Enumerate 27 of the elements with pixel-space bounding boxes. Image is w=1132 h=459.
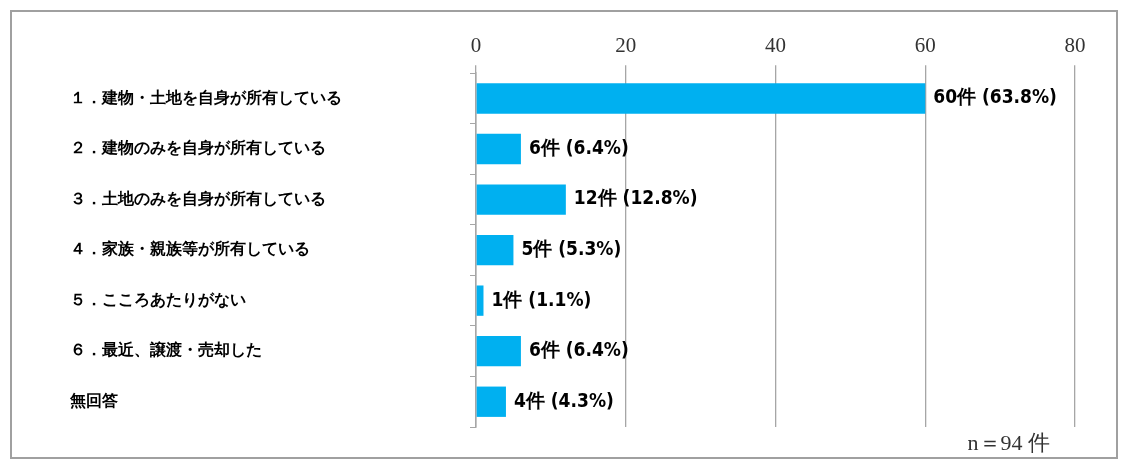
data-label: 5件 (5.3%) xyxy=(521,237,622,260)
bar xyxy=(476,133,521,165)
bar xyxy=(476,386,506,417)
data-label: 12件 (12.8%) xyxy=(573,186,698,209)
data-label: 6件 (6.4%) xyxy=(528,135,629,158)
x-tick-label: 20 xyxy=(615,33,637,58)
bar xyxy=(476,336,521,367)
x-tick-label: 60 xyxy=(914,33,936,58)
bar xyxy=(476,83,926,114)
text: n＝94 件 xyxy=(967,429,1050,457)
y-tick-label: １．建物・土地を自身が所有している xyxy=(70,87,342,107)
bar xyxy=(476,184,566,215)
bar xyxy=(476,234,514,266)
y-tick-label: ４．家族・親族等が所有している xyxy=(70,239,310,259)
data-label: 60件 (63.8%) xyxy=(933,85,1057,108)
data-label: 1件 (1.1%) xyxy=(491,287,592,310)
x-tick-label: 40 xyxy=(765,33,786,58)
x-tick-label: 80 xyxy=(1064,33,1086,58)
data-label: 6件 (6.4%) xyxy=(528,338,629,361)
y-tick-label: ２．建物のみを自身が所有している xyxy=(70,138,326,158)
bar xyxy=(476,285,484,316)
y-tick-label: ３．土地のみを自身が所有している xyxy=(70,188,326,208)
y-tick-label: ６．最近、譲渡・売却した xyxy=(70,340,262,360)
data-label: 4件 (4.3%) xyxy=(513,388,614,411)
y-tick-label: 無回答 xyxy=(69,390,118,410)
y-tick-label: ５．こころあたりがない xyxy=(70,289,246,309)
x-tick-label: 0 xyxy=(470,33,482,58)
